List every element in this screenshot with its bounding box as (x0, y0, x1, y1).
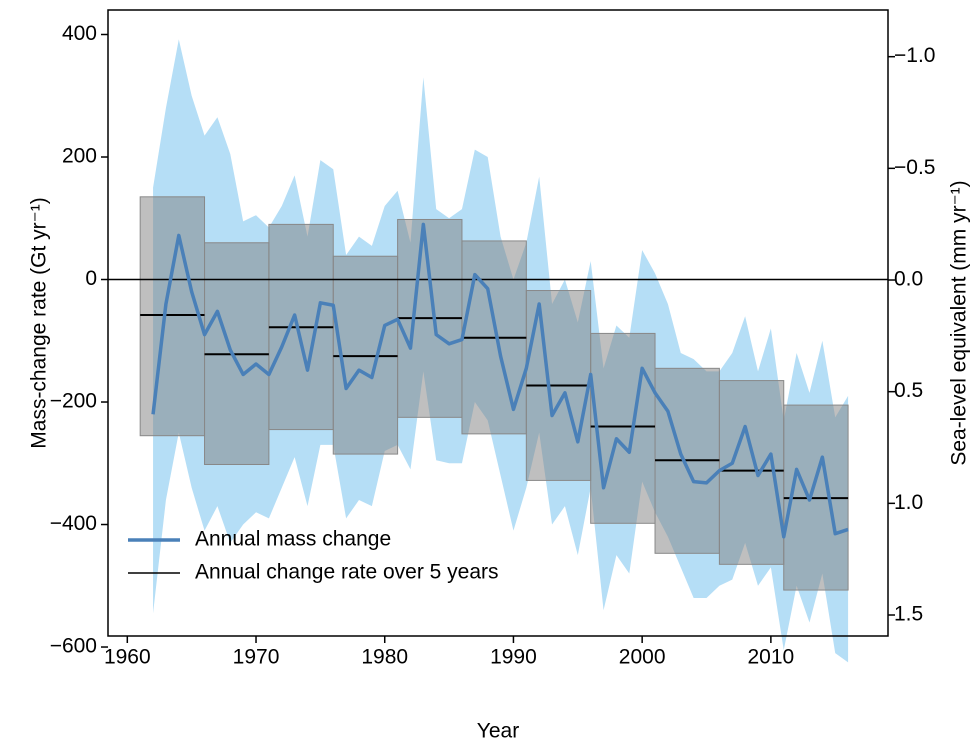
y2-axis-label: Sea-level equivalent (mm yr⁻¹) (948, 180, 971, 465)
y2-tick-label: 1.5 (894, 603, 923, 626)
y-tick-label: −200 (50, 390, 97, 413)
y-tick-label: −400 (50, 512, 97, 535)
x-tick-label: 1960 (104, 646, 151, 669)
y2-tick-label: 1.0 (894, 491, 923, 514)
y-axis-label: Mass-change rate (Gt yr⁻¹) (28, 197, 51, 448)
legend-label: Annual change rate over 5 years (195, 561, 499, 584)
y-tick-label: 0 (85, 267, 97, 290)
y2-tick-label: −1.0 (894, 44, 935, 67)
x-tick-label: 1970 (233, 646, 280, 669)
x-axis-label: Year (477, 720, 519, 743)
pentad-box (139, 196, 206, 437)
legend-label: Annual mass change (195, 528, 391, 551)
y-tick-label: 400 (62, 22, 97, 45)
y2-tick-label: 0.5 (894, 379, 923, 402)
y-tick-label: 200 (62, 145, 97, 168)
pentad-box (590, 332, 656, 524)
y2-tick-label: 0.0 (894, 268, 923, 291)
plot-frame (107, 9, 889, 637)
x-tick-label: 1990 (490, 646, 537, 669)
x-tick-label: 1980 (361, 646, 408, 669)
y2-tick-label: −0.5 (894, 156, 935, 179)
x-tick-label: 2000 (619, 646, 666, 669)
y-tick-label: −600 (50, 635, 97, 658)
annual-line (151, 222, 849, 539)
x-tick-label: 2010 (748, 646, 795, 669)
